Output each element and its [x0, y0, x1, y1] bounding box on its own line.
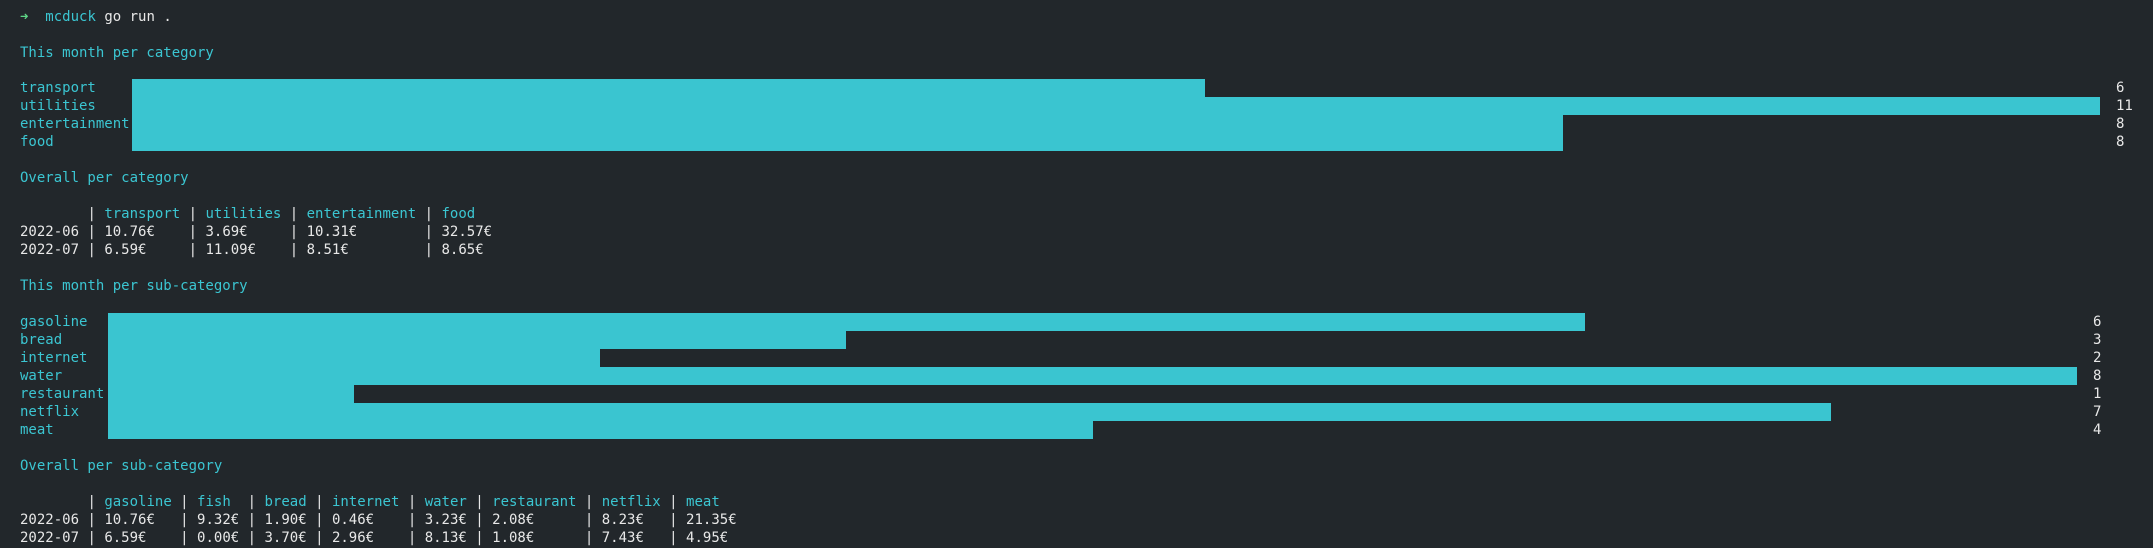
table-cell: 3.23€ [424, 512, 467, 528]
table-header-cell: restaurant [492, 494, 577, 510]
section-title-overall-subcategory: Overall per sub-category [20, 458, 223, 474]
table-cell: 2.08€ [492, 512, 577, 528]
bar [108, 403, 1831, 421]
table-header-cell: meat [686, 494, 737, 510]
table-cell: 6.59€ [104, 242, 181, 258]
table-cell: 32.57€ [441, 224, 493, 240]
section-title-month-subcategory: This month per sub-category [20, 278, 248, 294]
table-header-row: | gasoline | fish | bread | internet | w… [20, 493, 737, 511]
table-header-cell: water [424, 494, 467, 510]
bar-value-label: 3 [2093, 332, 2102, 348]
bar-value-label: 6 [2093, 314, 2102, 330]
table-cell: 4.95€ [686, 530, 737, 546]
table-row: 2022-07 | 6.59€ | 0.00€ | 3.70€ | 2.96€ … [20, 530, 737, 546]
bar-value-label: 7 [2093, 404, 2102, 420]
table-cell: 0.00€ [197, 530, 240, 546]
table-header-cell: fish [197, 494, 240, 510]
bar-label: utilities [20, 98, 96, 114]
bar-value-label: 2 [2093, 350, 2102, 366]
bar-value-label: 11 [2116, 98, 2133, 114]
bar [132, 97, 2100, 115]
table-cell: 10.31€ [306, 224, 417, 240]
bar [108, 385, 355, 403]
table-cell: 2.96€ [331, 530, 400, 546]
table-row-date: 2022-06 [20, 224, 80, 240]
bar-value-label: 8 [2116, 134, 2125, 150]
prompt-command: go run . [104, 9, 172, 25]
bar [108, 421, 1093, 439]
table-row: 2022-07 | 6.59€ | 11.09€ | 8.51€ | 8.65€ [20, 242, 493, 258]
bar-value-label: 4 [2093, 422, 2102, 438]
table-row: 2022-06 | 10.76€ | 3.69€ | 10.31€ | 32.5… [20, 224, 493, 240]
bar-label: food [20, 134, 54, 150]
table-header-cell: food [441, 206, 493, 222]
table-cell: 3.70€ [264, 530, 307, 546]
section-title-overall-category: Overall per category [20, 170, 189, 186]
table-header-cell: entertainment [306, 206, 417, 222]
table-header-cell: utilities [205, 206, 282, 222]
table-cell: 0.46€ [331, 512, 400, 528]
bar-label: internet [20, 350, 88, 366]
table-header-cell: bread [264, 494, 307, 510]
table-row-date: 2022-07 [20, 242, 80, 258]
prompt-line: ➜ mcduck go run . [20, 8, 172, 26]
table-cell: 7.43€ [601, 530, 661, 546]
section-title-month-category: This month per category [20, 45, 214, 61]
table-header-cell [20, 206, 79, 222]
bar-label: water [20, 368, 63, 384]
bar [108, 313, 1585, 331]
bar-label: gasoline [20, 314, 88, 330]
bar [132, 115, 1564, 133]
table-cell: 1.08€ [492, 530, 577, 546]
table-cell: 1.90€ [264, 512, 307, 528]
table-header-cell: netflix [601, 494, 661, 510]
bar-value-label: 6 [2116, 80, 2125, 96]
table-header-cell: transport [104, 206, 181, 222]
table-cell: 10.76€ [104, 512, 172, 528]
bar-label: bread [20, 332, 63, 348]
table-header-cell: internet [331, 494, 400, 510]
table-row: 2022-06 | 10.76€ | 9.32€ | 1.90€ | 0.46€… [20, 512, 737, 528]
table-cell: 8.51€ [306, 242, 417, 258]
bar [132, 133, 1564, 151]
bar-label: meat [20, 422, 54, 438]
table-cell: 11.09€ [205, 242, 282, 258]
table-header-row: | transport | utilities | entertainment … [20, 205, 492, 223]
table-cell: 21.35€ [686, 512, 737, 528]
table-row-date: 2022-07 [20, 530, 80, 546]
table-row-date: 2022-06 [20, 512, 80, 528]
table-cell: 10.76€ [104, 224, 181, 240]
bar-label: restaurant [20, 386, 105, 402]
table-header-cell: gasoline [104, 494, 172, 510]
table-cell: 6.59€ [104, 530, 172, 546]
table-cell: 3.69€ [205, 224, 282, 240]
bar-label: netflix [20, 404, 80, 420]
bar [108, 331, 847, 349]
bar-value-label: 8 [2116, 116, 2125, 132]
bar [108, 367, 2077, 385]
bar-value-label: 8 [2093, 368, 2102, 384]
bar-label: entertainment [20, 116, 130, 132]
table-cell: 8.23€ [601, 512, 661, 528]
bar-label: transport [20, 80, 96, 96]
bar-value-label: 1 [2093, 386, 2102, 402]
table-cell: 9.32€ [197, 512, 240, 528]
table-header-cell [20, 494, 79, 510]
bar [132, 79, 1206, 97]
bar [108, 349, 601, 367]
table-cell: 8.13€ [424, 530, 467, 546]
prompt-directory: mcduck [45, 9, 96, 25]
table-cell: 8.65€ [441, 242, 493, 258]
prompt-arrow-icon: ➜ [20, 9, 29, 25]
